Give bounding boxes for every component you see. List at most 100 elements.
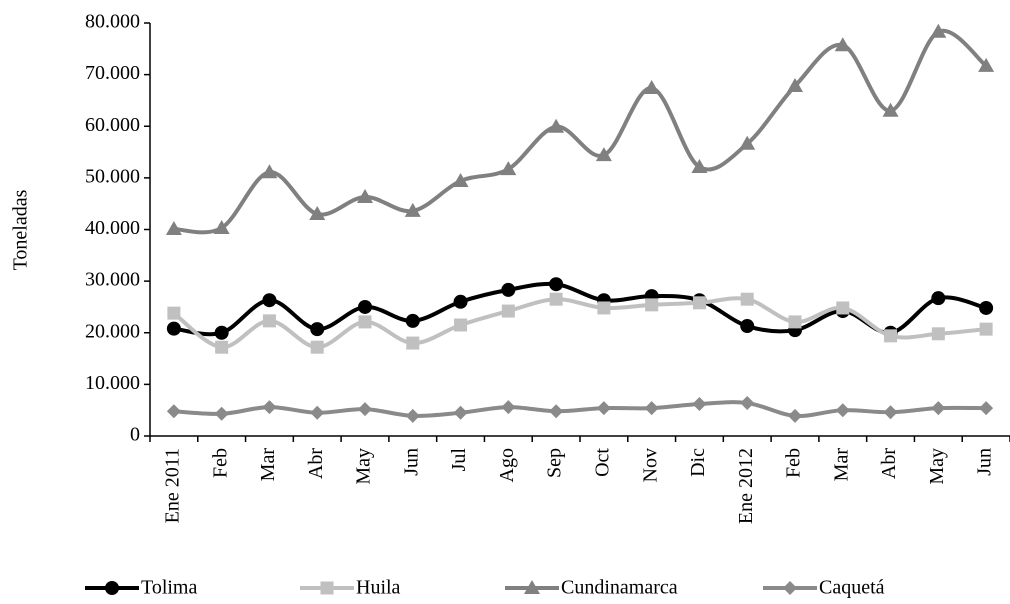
y-tick-label: 30.000 — [85, 269, 140, 291]
data-point — [692, 296, 706, 310]
data-point — [358, 299, 372, 314]
data-point — [882, 102, 899, 117]
data-point — [501, 400, 516, 415]
x-tick-label: Abr — [878, 448, 900, 479]
data-point — [643, 80, 660, 95]
data-point — [262, 293, 277, 308]
data-point — [166, 404, 181, 419]
data-point — [214, 325, 229, 340]
data-point — [454, 318, 468, 332]
data-point — [549, 292, 563, 306]
data-point — [358, 315, 372, 329]
data-point — [740, 292, 754, 306]
x-tick-label: Ene 2011 — [161, 448, 183, 523]
data-point — [787, 77, 803, 92]
x-tick-label: Jun — [974, 448, 996, 476]
legend-label: Tolima — [141, 577, 197, 599]
y-tick-label: 20.000 — [85, 320, 140, 342]
data-point — [883, 405, 898, 420]
data-point — [358, 402, 372, 417]
data-point — [884, 329, 898, 343]
legend-label: Huila — [356, 577, 401, 599]
data-point — [501, 304, 515, 318]
data-point — [931, 291, 946, 306]
data-point — [310, 322, 325, 337]
data-point — [930, 23, 947, 38]
data-point — [691, 159, 708, 174]
x-tick-label: Mar — [830, 448, 852, 482]
data-point — [788, 408, 802, 423]
data-point — [213, 219, 230, 234]
data-point — [597, 301, 611, 315]
data-point — [645, 298, 659, 312]
data-point — [261, 164, 278, 179]
data-point — [262, 314, 276, 328]
data-point — [596, 401, 611, 416]
x-tick-label: Ago — [496, 448, 518, 482]
x-tick-label: Sep — [544, 448, 566, 478]
y-tick-label: 80.000 — [85, 11, 140, 33]
series-line — [173, 281, 987, 337]
x-tick-label: Mar — [257, 448, 279, 482]
x-tick-label: Nov — [639, 448, 661, 482]
data-point — [309, 206, 326, 221]
data-point — [834, 37, 851, 52]
data-point — [788, 315, 802, 329]
y-tick-label: 50.000 — [85, 165, 140, 187]
data-point — [548, 118, 565, 133]
data-point — [835, 403, 850, 418]
data-point — [501, 282, 516, 297]
data-point — [165, 220, 182, 235]
data-point — [453, 294, 468, 309]
legend-label: Caquetá — [819, 577, 885, 599]
data-point — [739, 135, 756, 150]
x-tick-label: Abr — [305, 448, 327, 479]
y-tick-label: 60.000 — [85, 114, 140, 136]
data-point — [979, 322, 993, 336]
data-point — [405, 313, 420, 328]
data-point — [740, 319, 755, 334]
legend-label: Cundinamarca — [561, 577, 678, 599]
data-point — [549, 404, 564, 419]
x-tick-label: Oct — [591, 448, 613, 477]
y-tick-label: 70.000 — [85, 62, 140, 84]
data-point — [644, 401, 659, 416]
x-tick-label: May — [353, 448, 375, 485]
data-point — [406, 336, 420, 350]
data-point — [452, 172, 469, 187]
y-tick-label: 40.000 — [85, 217, 140, 239]
data-point — [404, 202, 421, 217]
legend-marker — [320, 581, 334, 595]
data-point — [214, 406, 229, 421]
x-tick-label: Jul — [448, 448, 470, 472]
data-point — [978, 57, 995, 72]
x-tick-label: May — [926, 448, 948, 485]
data-point — [740, 395, 755, 410]
data-point — [595, 147, 612, 162]
y-tick-label: 0 — [130, 424, 140, 446]
data-point — [310, 405, 325, 420]
data-point — [262, 400, 277, 415]
data-point — [836, 301, 850, 315]
series-line — [173, 28, 988, 235]
x-tick-label: Feb — [783, 448, 805, 478]
x-tick-label: Ene 2012 — [735, 448, 757, 524]
data-point — [549, 277, 564, 292]
data-point — [453, 405, 468, 420]
data-point — [215, 340, 229, 354]
x-tick-label: Dic — [687, 448, 709, 477]
data-point — [310, 340, 324, 354]
data-point — [979, 300, 994, 315]
data-point — [357, 188, 373, 203]
data-point — [931, 401, 946, 416]
data-point — [166, 321, 181, 336]
legend-marker — [783, 581, 797, 595]
series-line — [173, 400, 987, 418]
data-point — [931, 327, 945, 341]
data-point — [979, 401, 994, 416]
legend-marker — [524, 580, 540, 594]
x-tick-label: Jun — [400, 448, 422, 476]
x-tick-label: Feb — [209, 448, 231, 478]
y-tick-label: 10.000 — [85, 372, 140, 394]
data-point — [692, 396, 707, 411]
